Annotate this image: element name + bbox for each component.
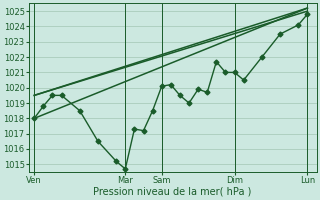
X-axis label: Pression niveau de la mer( hPa ): Pression niveau de la mer( hPa ) [93,187,252,197]
